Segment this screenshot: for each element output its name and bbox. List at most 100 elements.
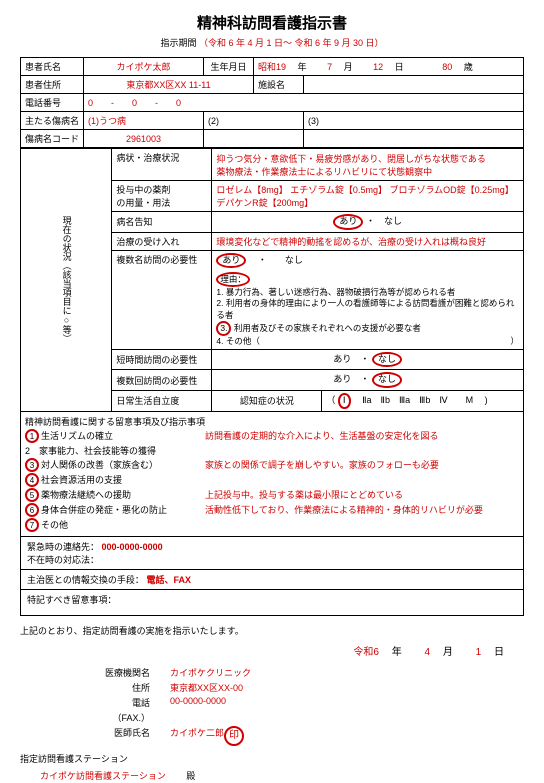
doc-title: 精神科訪問看護指示書 [20, 12, 524, 33]
r1-label: 病状・治療状況 [112, 149, 212, 181]
n2: 2 家事能力、社会技能等の獲得 [25, 444, 205, 457]
dob-era: 昭和19 [258, 62, 286, 72]
facility-name [304, 76, 524, 94]
n1-v: 訪問看護の定期的な介入により、生活基盤の安定化を図る [205, 429, 519, 443]
period-line: 指示期間 （令和 6 年 4 月 1 日〜 令和 6 年 9 月 30 日） [20, 36, 524, 49]
n5-l: 薬物療法継続への援助 [41, 490, 131, 500]
date-du: 日 [494, 647, 504, 658]
inst-name: カイポケクリニック [170, 666, 251, 679]
r4-label: 治療の受け入れ [112, 232, 212, 250]
n6-m: 6 [25, 503, 39, 517]
r6-cell: あり ・ なし [212, 349, 524, 370]
r5-reasons: 理由： 1. 暴力行為、著しい迷惑行為、器物破損行為等が認められる者 2. 利用… [212, 270, 524, 349]
station-name: カイポケ訪問看護ステーション [40, 771, 166, 781]
special-label: 特記すべき留意事項： [27, 595, 116, 605]
name-label: 患者氏名 [21, 58, 84, 76]
r7-cell: あり ・ なし [212, 370, 524, 391]
facility-label: 施設名 [254, 76, 304, 94]
dob-cell: 昭和19 年 7 月 12 日 80 歳 [254, 58, 524, 76]
patient-table: 患者氏名 カイポケ太郎 生年月日 昭和19 年 7 月 12 日 80 歳 患者… [20, 57, 524, 148]
d1-val: うつ病 [99, 116, 126, 126]
r2-val: ロゼレム【8mg】 エチゾラム錠【0.5mg】 ブロチゾラムOD錠【0.25mg… [212, 181, 524, 212]
exchange-box: 主治医との情報交換の手段： 電話、FAX [20, 570, 524, 590]
r6-no: なし [372, 352, 402, 368]
r3-label: 病名告知 [112, 212, 212, 233]
r5-top: あり ・ なし [212, 250, 524, 270]
date-d: 1 [476, 647, 482, 658]
age-unit: 歳 [464, 62, 473, 72]
inst-addr-label: 住所 [20, 681, 170, 694]
age: 80 [442, 62, 452, 72]
inst-tel-label: 電話 [20, 696, 170, 709]
n3-v: 家族との関係で調子を崩しやすい。家族のフォローも必要 [205, 458, 519, 472]
r4-val: 環境変化などで精神的動搖を認めるが、治療の受け入れは概ね良好 [212, 232, 524, 250]
r8-open: （ [326, 395, 335, 405]
station-suffix: 殿 [186, 771, 195, 781]
y-unit: 年 [298, 62, 307, 72]
inst-doctor-label: 医師氏名 [20, 726, 170, 746]
emergency-label: 緊急時の連絡先： [27, 542, 99, 552]
emergency-val: 000-0000-0000 [102, 542, 163, 552]
n7-m: 7 [25, 518, 39, 532]
r1-val: 抑うつ気分・意欲低下・易疲労感があり、閉居しがちな状態である 薬物療法・作業療法… [212, 149, 524, 181]
dob-month: 7 [327, 62, 332, 72]
date-m: 4 [425, 647, 431, 658]
r5-r4end: ） [510, 336, 519, 347]
emergency-box: 緊急時の連絡先： 000-0000-0000 不在時の対応法： [20, 537, 524, 570]
notes-section: 精神訪問看護に関する留意事項及び指示事項 1生活リズムの確立 訪問看護の定期的な… [20, 412, 524, 537]
code-label: 傷病名コード [21, 130, 84, 148]
n3-m: 3 [25, 458, 39, 472]
n1-l: 生活リズムの確立 [41, 431, 113, 441]
n6-v: 活動性低下しており、作業療法による精神的・身体的リハビリが必要 [205, 503, 519, 517]
r8-dementia: 認知症の状況 [212, 391, 322, 412]
r6-val: あり ・ [333, 354, 369, 364]
n7-l: その他 [41, 520, 68, 530]
status-side-label: 現在の状況︵該当項目に○等︶ [21, 149, 112, 412]
d2-cell: (2) [204, 112, 304, 130]
exchange-label: 主治医との情報交換の手段： [27, 575, 144, 585]
inst-addr: 東京都XX区XX-00 [170, 681, 243, 694]
inst-doctor: カイポケ二郎 [170, 726, 224, 746]
addr-label: 患者住所 [21, 76, 84, 94]
station-line: カイポケ訪問看護ステーション 殿 [40, 769, 524, 782]
patient-phone: 0 - 0 - 0 [84, 94, 524, 112]
disease-label: 主たる傷病名 [21, 112, 84, 130]
r8-I: Ⅰ [338, 393, 351, 409]
absence-label: 不在時の対応法： [27, 555, 99, 565]
date-era: 令和6 [353, 647, 379, 658]
d1-num: (1) [88, 116, 99, 126]
date-mu: 月 [443, 647, 453, 658]
r7-label: 複数回訪問の必要性 [112, 370, 212, 391]
period-value: （令和 6 年 4 月 1 日〜 令和 6 年 9 月 30 日） [199, 38, 384, 48]
page: 精神科訪問看護指示書 指示期間 （令和 6 年 4 月 1 日〜 令和 6 年 … [0, 0, 544, 783]
footer-text: 上記のとおり、指定訪問看護の実施を指示いたします。 [20, 624, 524, 637]
d-unit: 日 [395, 62, 404, 72]
n1-m: 1 [25, 429, 39, 443]
code-2 [204, 130, 304, 148]
r3-cell: あり ・ なし [212, 212, 524, 233]
m-unit: 月 [344, 62, 353, 72]
station-label: 指定訪問看護ステーション [20, 752, 524, 765]
status-table: 現在の状況︵該当項目に○等︶ 病状・治療状況 抑うつ気分・意欲低下・易疲労感があ… [20, 148, 524, 412]
n3-l: 対人関係の改善（家族含む） [41, 460, 158, 470]
code-3 [304, 130, 524, 148]
r6-label: 短時間訪問の必要性 [112, 349, 212, 370]
r5-label: 複数名訪問の必要性 [112, 250, 212, 349]
inst-fax-label: （FAX.） [20, 711, 170, 724]
n6-l: 身体合併症の発症・悪化の防止 [41, 505, 167, 515]
d3-cell: (3) [304, 112, 524, 130]
special-box: 特記すべき留意事項： [20, 590, 524, 616]
n4-l: 社会資源活用の支援 [41, 475, 122, 485]
period-label: 指示期間 [160, 38, 196, 48]
r5-r3: 利用者及びその家族それぞれへの支援が必要な者 [234, 323, 421, 333]
r5-reason-label: 理由： [216, 272, 250, 287]
exchange-val: 電話、FAX [146, 575, 191, 585]
r5-rest: ・ なし [249, 255, 303, 265]
stamp-icon: 印 [224, 726, 244, 746]
inst-tel: 00-0000-0000 [170, 696, 226, 709]
phone-label: 電話番号 [21, 94, 84, 112]
date-line: 令和6 年 4 月 1 日 [20, 643, 504, 658]
patient-name: カイポケ太郎 [84, 58, 204, 76]
dob-label: 生年月日 [204, 58, 254, 76]
r5-yes: あり [216, 253, 246, 269]
